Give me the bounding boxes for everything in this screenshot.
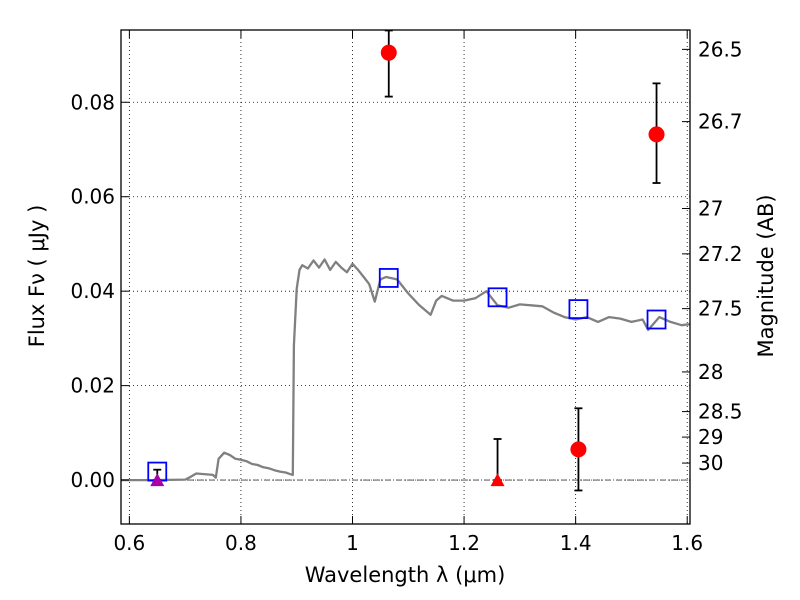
y2-tick-label: 28 <box>698 360 723 384</box>
x-ticks: 0.6 0.8 1 1.2 1.4 1.6 <box>113 30 703 555</box>
y2-tick-label: 26.5 <box>698 37 743 61</box>
y2-tick-label: 27.5 <box>698 297 743 321</box>
grid-lines <box>121 30 690 524</box>
y2-tick-label: 26.7 <box>698 110 743 134</box>
y-tick-label: 0.02 <box>70 374 115 398</box>
markers-layer <box>147 44 667 487</box>
x-tick-label: 0.6 <box>113 531 145 555</box>
model-magnitude-square <box>378 268 399 288</box>
x-tick-label: 1.4 <box>560 531 592 555</box>
model-magnitude-square <box>487 287 508 308</box>
model-magnitude-square <box>568 299 589 320</box>
y-tick-label: 0.06 <box>70 185 115 209</box>
y-axis-label-text: Flux Fν ( μJy ) <box>25 205 49 348</box>
y2-tick-label: 27.2 <box>698 242 743 266</box>
model-spectrum-layer <box>121 258 691 482</box>
y2-tick-label: 28.5 <box>698 400 743 424</box>
y2-tick-label: 27 <box>698 197 723 221</box>
detection-point <box>570 441 587 458</box>
x-tick-label: 1.2 <box>448 531 480 555</box>
upper-limit-triangle <box>150 473 165 487</box>
y-tick-label: 0.00 <box>70 468 115 492</box>
x-tick-label: 0.8 <box>225 531 257 555</box>
model-magnitude-square <box>646 309 667 330</box>
y-tick-label: 0.08 <box>70 90 115 114</box>
x-axis-label: Wavelength λ (μm) <box>305 563 506 587</box>
model-spectrum-line <box>121 258 691 482</box>
y2-axis-label-text: Magnitude (AB) <box>754 194 778 357</box>
y-ticks: 0.00 0.02 0.04 0.06 0.08 <box>70 90 129 492</box>
error-bars-layer <box>153 29 661 492</box>
detection-point <box>380 44 397 61</box>
plot-frame <box>120 29 691 525</box>
y2-axis-label: Magnitude (AB) <box>754 194 778 357</box>
y2-tick-label: 29 <box>698 425 723 449</box>
x-tick-label: 1 <box>346 531 359 555</box>
y-tick-label: 0.04 <box>70 279 115 303</box>
y-axis-label: Flux Fν ( μJy ) <box>25 205 49 348</box>
upper-limit-triangle <box>490 473 505 487</box>
y2-tick-label: 30 <box>698 451 723 475</box>
x-axis-label-text: Wavelength λ (μm) <box>305 563 506 587</box>
x-tick-label: 1.6 <box>671 531 703 555</box>
detection-point <box>648 126 665 143</box>
